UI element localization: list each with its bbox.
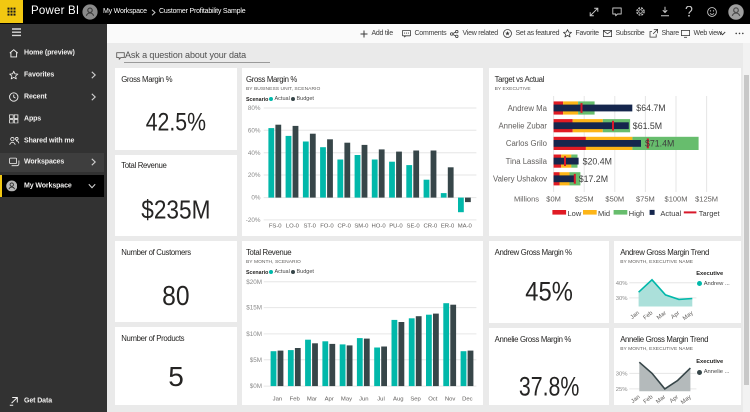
svg-text:HO-0: HO-0	[371, 224, 386, 230]
svg-text:$100M: $100M	[664, 195, 687, 204]
svg-text:$71.4M: $71.4M	[645, 139, 674, 149]
svg-text:$64.7M: $64.7M	[636, 103, 665, 113]
svg-text:30%: 30%	[616, 296, 629, 302]
svg-text:Jan: Jan	[630, 310, 641, 321]
svg-text:Feb: Feb	[289, 397, 300, 403]
svg-text:SE-0: SE-0	[406, 224, 420, 230]
svg-text:Dec: Dec	[462, 397, 473, 403]
svg-text:Millions: Millions	[514, 195, 539, 204]
svg-text:ST-0: ST-0	[303, 224, 316, 230]
svg-text:Jan: Jan	[631, 394, 642, 405]
svg-text:Mar: Mar	[656, 394, 668, 405]
svg-text:Apr: Apr	[669, 394, 680, 404]
svg-text:Mid: Mid	[598, 209, 610, 218]
svg-text:Valery Ushakov: Valery Ushakov	[493, 175, 547, 184]
svg-text:Feb: Feb	[643, 310, 655, 321]
svg-text:Low: Low	[567, 209, 581, 218]
svg-text:40%: 40%	[247, 150, 260, 157]
svg-text:Actual: Actual	[660, 209, 681, 218]
svg-text:$125M: $125M	[695, 195, 718, 204]
svg-text:FO-0: FO-0	[320, 224, 334, 230]
svg-text:$0M: $0M	[546, 195, 561, 204]
svg-text:Mar: Mar	[656, 310, 668, 321]
svg-text:$5M: $5M	[249, 357, 261, 364]
svg-text:Feb: Feb	[643, 394, 655, 405]
svg-text:May: May	[682, 310, 695, 322]
svg-text:LO-0: LO-0	[285, 224, 299, 230]
svg-text:Jan: Jan	[272, 397, 282, 403]
svg-text:CP-0: CP-0	[337, 224, 351, 230]
svg-text:0%: 0%	[251, 195, 261, 202]
svg-text:Aug: Aug	[393, 397, 403, 403]
svg-text:Carlos Grilo: Carlos Grilo	[505, 139, 547, 148]
svg-text:FS-0: FS-0	[268, 224, 281, 230]
svg-text:$17.2M: $17.2M	[578, 174, 607, 184]
svg-text:$61.5M: $61.5M	[632, 121, 661, 131]
svg-text:High: High	[628, 209, 643, 218]
svg-text:-20%: -20%	[245, 217, 260, 224]
svg-text:Apr: Apr	[324, 397, 333, 403]
svg-text:CR-0: CR-0	[423, 224, 437, 230]
svg-text:May: May	[680, 394, 693, 406]
svg-text:$20M: $20M	[246, 279, 262, 286]
svg-text:60%: 60%	[247, 127, 260, 134]
svg-text:Jun: Jun	[359, 397, 369, 403]
svg-text:$10M: $10M	[246, 331, 262, 338]
svg-text:Tina Lassila: Tina Lassila	[505, 157, 547, 166]
svg-text:80%: 80%	[247, 105, 260, 112]
svg-text:$0M: $0M	[249, 383, 261, 390]
svg-text:ER-0: ER-0	[440, 224, 454, 230]
svg-text:Nov: Nov	[444, 397, 455, 403]
svg-text:Mar: Mar	[306, 397, 316, 403]
svg-text:30%: 30%	[616, 372, 629, 378]
svg-text:40%: 40%	[616, 281, 629, 287]
svg-text:MA-0: MA-0	[457, 224, 472, 230]
svg-text:$50M: $50M	[605, 195, 624, 204]
svg-text:SM-0: SM-0	[354, 224, 369, 230]
svg-text:Sep: Sep	[410, 397, 421, 403]
svg-text:Andrew Ma: Andrew Ma	[507, 104, 547, 113]
svg-text:Annelie Zubar: Annelie Zubar	[498, 122, 547, 131]
svg-text:$25M: $25M	[574, 195, 593, 204]
svg-text:Target: Target	[698, 209, 720, 218]
svg-text:$75M: $75M	[636, 195, 655, 204]
svg-text:Jul: Jul	[377, 397, 385, 403]
svg-text:25%: 25%	[616, 387, 629, 393]
svg-text:PU-0: PU-0	[389, 224, 403, 230]
svg-text:Apr: Apr	[670, 310, 681, 320]
svg-text:May: May	[340, 397, 351, 403]
svg-text:$15M: $15M	[246, 305, 262, 312]
svg-text:20%: 20%	[247, 172, 260, 179]
svg-text:$20.4M: $20.4M	[582, 156, 611, 166]
svg-text:Oct: Oct	[428, 397, 438, 403]
